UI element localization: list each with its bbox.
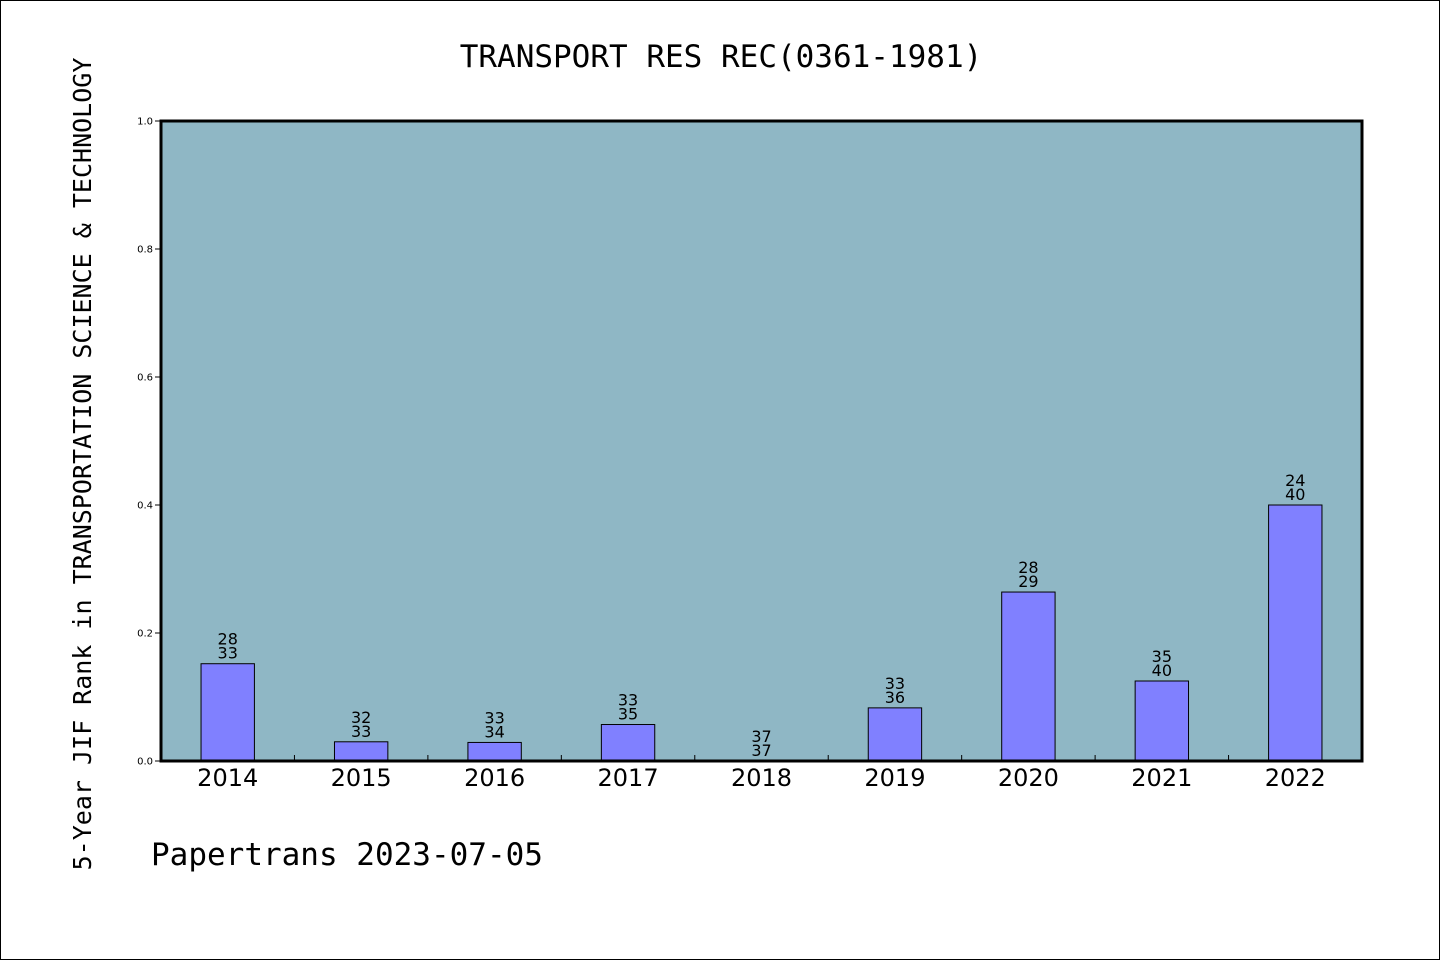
x-tick-label: 2016 xyxy=(464,764,525,792)
x-tick-label: 2021 xyxy=(1131,764,1192,792)
bar-rank-label: 33 xyxy=(484,708,504,727)
bar xyxy=(600,724,656,762)
x-tick-label: 2019 xyxy=(864,764,925,792)
bar-total-label: 29 xyxy=(1018,572,1038,591)
y-tick-label: 1.0 xyxy=(137,117,153,128)
bar xyxy=(1134,680,1190,762)
bar-rank-label: 35 xyxy=(1152,647,1172,666)
plot-area: 0.00.20.40.60.81.02833201432332015333420… xyxy=(137,117,1364,792)
bar xyxy=(1001,591,1056,762)
y-tick-label: 0.4 xyxy=(137,501,153,512)
y-axis-label: 5-Year JIF Rank in TRANSPORTATION SCIENC… xyxy=(68,58,97,871)
bar-total-label: 40 xyxy=(1285,485,1305,504)
bar-rank-label: 28 xyxy=(1018,558,1038,577)
bar-rank-label: 24 xyxy=(1285,471,1305,490)
x-tick-label: 2015 xyxy=(331,764,392,792)
bar xyxy=(467,741,522,762)
bar xyxy=(867,707,923,762)
bar-total-label: 34 xyxy=(484,722,504,741)
chart-title: TRANSPORT RES REC(0361-1981) xyxy=(460,39,983,75)
y-tick-label: 0.0 xyxy=(137,757,153,768)
bar xyxy=(1268,504,1323,762)
bar-total-label: 36 xyxy=(885,688,905,707)
x-tick-label: 2014 xyxy=(197,764,258,792)
plot-background xyxy=(161,121,1362,761)
footer-credit: Papertrans 2023-07-05 xyxy=(151,837,543,873)
bar-total-label: 33 xyxy=(218,644,238,663)
x-tick-label: 2018 xyxy=(731,764,792,792)
bar-total-label: 35 xyxy=(618,705,638,724)
bar-total-label: 33 xyxy=(351,722,371,741)
bar-rank-label: 37 xyxy=(751,727,771,746)
x-tick-label: 2022 xyxy=(1265,764,1326,792)
plot-border xyxy=(159,119,1364,763)
bar-total-label: 40 xyxy=(1152,661,1172,680)
y-tick-label: 0.6 xyxy=(137,373,153,384)
bar-rank-label: 28 xyxy=(218,630,238,649)
x-tick-label: 2020 xyxy=(998,764,1059,792)
x-tick-label: 2017 xyxy=(598,764,659,792)
bar-rank-label: 33 xyxy=(885,674,905,693)
bar xyxy=(200,663,255,762)
bar xyxy=(333,741,389,762)
y-tick-label: 0.8 xyxy=(137,245,153,256)
bar-rank-label: 32 xyxy=(351,708,371,727)
bar-rank-label: 33 xyxy=(618,691,638,710)
bar-total-label: 37 xyxy=(751,741,771,760)
y-tick-label: 0.2 xyxy=(137,629,153,640)
